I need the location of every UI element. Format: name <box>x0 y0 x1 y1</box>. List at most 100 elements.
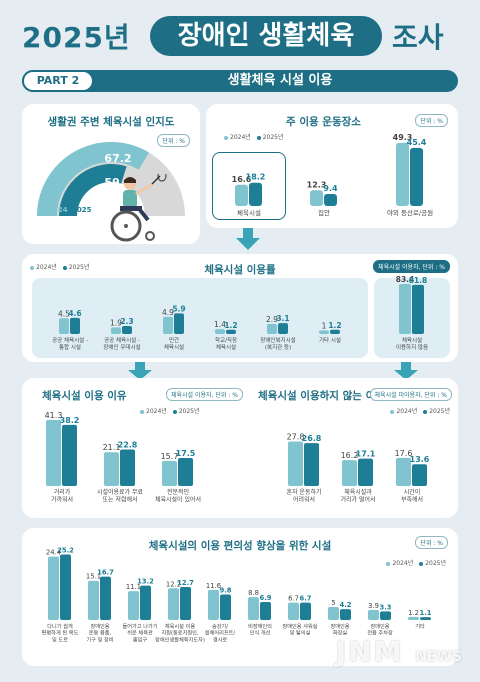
improvement-value-label: 1.1 <box>419 609 431 617</box>
exercise-place-value-label: 12.3 <box>307 180 327 189</box>
improvement-bar <box>220 594 231 620</box>
usage_rate-bar <box>278 323 288 334</box>
usage_rate-bar <box>111 327 121 334</box>
legend-2024: 2024년 <box>392 560 414 567</box>
usage-rate-nonuser-value-label: 83.4 <box>396 275 415 284</box>
reasons_not-category-label: 시간이 <box>404 488 421 496</box>
usage-rate-nonuser-bar <box>399 283 411 334</box>
usage_rate-bar <box>70 317 80 334</box>
exercise-place-highlight <box>212 152 286 220</box>
usage_rate-value-label: 4.9 <box>162 308 174 317</box>
exercise-place-legend: 2024년 2025년 <box>220 132 284 141</box>
improvement-bar <box>180 586 191 620</box>
usage_rate-category-label: 통합 시설 <box>59 343 81 351</box>
improvement-bar <box>288 602 299 620</box>
reasons_use-value-label: 17.5 <box>176 449 196 458</box>
reasons_not-bar <box>304 443 319 486</box>
improvement-category-label: 화장실 <box>333 629 348 637</box>
improvement-title: 체육시설의 이용 편의성 향상을 위한 시설 <box>148 540 332 552</box>
reasons_use-category-label: 체육시설이 있어서 <box>155 496 201 504</box>
improvement-value-label: 11.1 <box>126 583 141 591</box>
legend-2024: 2024년 <box>36 264 57 271</box>
improvement-value-label: 1.2 <box>408 609 419 617</box>
usage-rate-legend: 2024년 2025년 <box>26 262 90 271</box>
legend-2025: 2025년 <box>68 264 90 271</box>
usage_rate-category-label: 기타 시설 <box>319 336 341 344</box>
improvement-bar <box>100 576 111 620</box>
improvement-category-label: 다니기 쉽게 <box>47 622 73 630</box>
improvement-category-label: 경사로 <box>213 635 228 643</box>
usage_rate-value-label: 4.5 <box>58 309 70 318</box>
gauge-arc-2024 <box>37 141 150 216</box>
gauge-arc-2025 <box>59 164 127 216</box>
usage_rate-value-label: 2.3 <box>120 317 133 326</box>
reasons_not-value-label: 17.6 <box>395 449 413 458</box>
reasons_use-value-label: 38.2 <box>60 416 80 425</box>
reasons_use-bar <box>46 419 61 486</box>
recognition-title: 생활권 주변 체육시설 인지도 <box>47 116 175 128</box>
legend-2024: 2024년 <box>230 134 251 141</box>
exercise-place-bar <box>410 147 423 206</box>
improvement-bar <box>168 588 179 620</box>
improvement-value-label: 12.2 <box>166 580 181 588</box>
usage_rate-bar <box>319 330 329 334</box>
improvement-category-label: 들어가고 나가기 <box>122 622 157 630</box>
header-year: 2025년 <box>22 21 131 54</box>
reasons_not-category-label: 체육시설과 <box>344 488 372 496</box>
improvement-category-label: 쉬운 체육관 <box>127 629 153 637</box>
improvement-category-label: 기구 및 장비 <box>86 635 113 643</box>
improvement-unit: 단위 : % <box>415 536 448 549</box>
usage_rate-bar <box>330 329 340 334</box>
reasons_use-value-label: 41.3 <box>45 411 63 420</box>
reasons_not-bar <box>396 457 411 486</box>
reasons_not-value-label: 26.8 <box>302 434 322 443</box>
usage_rate-category-label: (복지관 등) <box>265 343 291 351</box>
reasons_use-value-label: 15.7 <box>161 452 179 461</box>
improvement-value-label: 3.3 <box>379 603 391 611</box>
improvement-value-label: 13.2 <box>137 578 154 586</box>
improvement-bar <box>208 589 219 620</box>
wheelchair-athlete-illustration <box>110 174 167 242</box>
usage_rate-category-label: 학교/직장 <box>215 336 237 344</box>
usage_rate-bar <box>122 325 132 334</box>
reasons-not-legend: 2024년 2025년 <box>386 406 450 415</box>
improvement-bar <box>340 609 351 620</box>
usage_rate-value-label: 1.9 <box>110 318 122 327</box>
legend-2024: 2024년 <box>396 408 418 415</box>
improvement-value-label: 6.7 <box>299 595 311 603</box>
watermark-suffix: NEWS <box>415 649 462 665</box>
usage_rate-bar <box>163 316 173 334</box>
exercise-place-bar <box>249 182 262 206</box>
reasons_not-bar <box>342 460 357 486</box>
reasons_use-category-label: 시설이용료가 무료 <box>97 488 144 496</box>
improvement-category-label: 장애인생활체육지도자) <box>155 635 205 643</box>
reasons_use-category-label: 가까워서 <box>51 496 73 504</box>
exercise-place-title: 주 이용 운동장소 <box>286 116 361 128</box>
reasons-use-unit: 체육시설 이용자, 단위 : % <box>166 388 243 401</box>
recognition-card: 생활권 주변 체육시설 인지도 단위 : % 67.2 59.7 2024 202… <box>22 104 200 244</box>
reasons-not-title: 체육시설 이용하지 않는 이유 <box>258 390 385 402</box>
arrow-down-icon <box>236 228 260 250</box>
recognition-unit: 단위 : % <box>157 134 190 147</box>
usage-rate-category-label: 이용하지 않음 <box>396 343 428 351</box>
usage_rate-category-label: 체육시설 <box>164 343 184 351</box>
exercise-place-value-label: 49.3 <box>393 133 413 142</box>
reasons_not-value-label: 13.6 <box>410 455 430 464</box>
exercise-place-card: 주 이용 운동장소 단위 : % 2024년 2025년 16.6 18.2 체육시… <box>206 104 458 228</box>
exercise-place-bar <box>324 193 337 206</box>
reasons_not-value-label: 17.1 <box>356 450 376 459</box>
reasons_use-bar <box>178 458 193 486</box>
improvement-category-label: 및 도로 <box>52 636 68 643</box>
improvement-category-label: 비장애인의 <box>248 622 272 630</box>
reasons_not-category-label: 어려워서 <box>293 496 315 504</box>
part-title: 생활체육 시설 이용 <box>227 73 333 88</box>
reasons_use-category-label: 전문적인 <box>167 488 189 496</box>
improvement-category-label: 장애인용 <box>370 622 389 630</box>
improvement-category-label: 전용 주차장 <box>367 629 393 637</box>
improvement-category-label: 기타 <box>415 622 425 630</box>
header-title-pill: 장애인 생활체육 <box>150 16 382 56</box>
news-watermark: JNM NEWS <box>336 635 462 668</box>
usage-rate-title: 체육시설 이용률 <box>204 264 276 276</box>
reasons_use-bar <box>120 449 135 486</box>
improvement-value-label: 25.2 <box>57 546 74 554</box>
